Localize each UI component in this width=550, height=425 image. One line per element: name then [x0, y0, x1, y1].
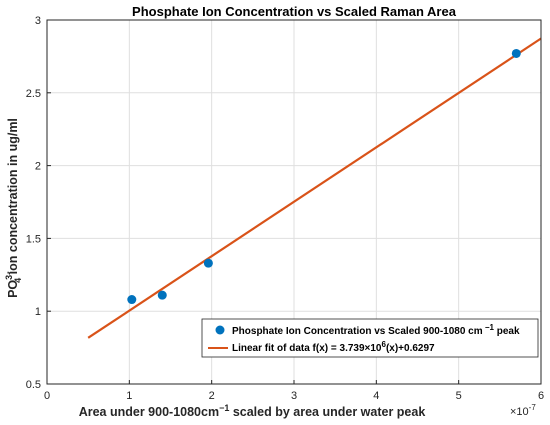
- data-point: [157, 290, 167, 300]
- x-tick-label: 5: [456, 390, 462, 402]
- y-tick-label: 1: [35, 306, 41, 318]
- legend-label-fit: Linear fit of data f(x) = 3.739×106(x)+0…: [232, 340, 435, 354]
- x-tick-label: 0: [44, 390, 50, 402]
- data-point: [127, 295, 137, 305]
- y-tick-label: 1.5: [26, 233, 41, 245]
- legend-label-scatter-main: Phosphate Ion Concentration vs Scaled 90…: [232, 326, 483, 337]
- legend-marker-scatter: [215, 325, 225, 335]
- y-tick-label: 3: [35, 15, 41, 27]
- x-axis-label: Area under 900-1080cm−1 scaled by area u…: [79, 403, 426, 419]
- y-axis-label: PO3-4 ion concentration in ug/ml: [4, 118, 23, 298]
- legend-box: [201, 318, 539, 358]
- data-point: [203, 258, 213, 268]
- x-tick-label: 2: [209, 390, 215, 402]
- legend-label-scatter-sup: −1: [483, 323, 495, 332]
- x-tick-label: 1: [126, 390, 132, 402]
- y-axis-label-rest: ion concentration in ug/ml: [6, 118, 20, 278]
- legend: Phosphate Ion Concentration vs Scaled 90…: [201, 318, 539, 358]
- x-axis-label-rest: scaled by area under water peak: [229, 405, 425, 419]
- legend-label-fit-rest: (x)+0.6297: [386, 343, 435, 354]
- y-tick-label: 2: [35, 161, 41, 173]
- y-axis-ticks: 0.5 1 1.5 2 2.5 3: [26, 15, 51, 391]
- x-exponent-label: ×10-7: [510, 403, 536, 418]
- plot-series: [87, 37, 542, 339]
- x-tick-label: 6: [538, 390, 544, 402]
- y-axis-label-superscript: 3-: [4, 272, 14, 280]
- legend-label-scatter-rest: peak: [494, 326, 520, 337]
- legend-label-fit-main: Linear fit of data f(x) = 3.739×10: [232, 343, 382, 354]
- fit-line: [87, 37, 542, 339]
- chart-title: Phosphate Ion Concentration vs Scaled Ra…: [132, 4, 457, 19]
- data-point: [511, 48, 521, 58]
- x-axis-label-main: Area under 900-1080cm: [79, 405, 219, 419]
- x-exponent-base: ×10: [510, 406, 529, 418]
- x-tick-label: 3: [291, 390, 297, 402]
- y-tick-label: 0.5: [26, 379, 41, 391]
- plot-area-border: [46, 19, 542, 385]
- x-axis-label-superscript: −1: [219, 403, 229, 413]
- legend-label-fit-sup: 6: [382, 340, 387, 349]
- y-tick-label: 2.5: [26, 88, 41, 100]
- y-axis-label-main: PO: [6, 280, 20, 298]
- x-tick-label: 4: [373, 390, 379, 402]
- y-axis-label-subscript: 4: [13, 278, 23, 283]
- x-exponent-power: -7: [529, 403, 537, 412]
- x-axis-ticks: 0 1 2 3 4 5 6: [44, 380, 544, 402]
- legend-label-scatter: Phosphate Ion Concentration vs Scaled 90…: [232, 323, 520, 337]
